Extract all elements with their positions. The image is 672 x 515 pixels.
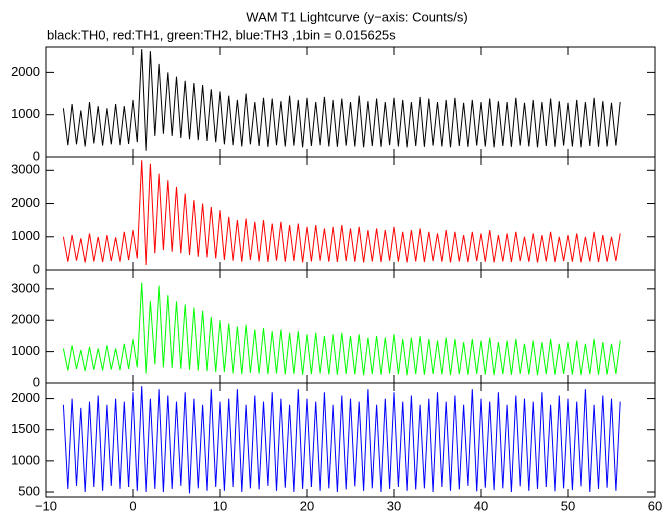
series-line xyxy=(62,160,621,266)
y-tick-label: 2000 xyxy=(11,312,40,327)
x-tick-label: 20 xyxy=(300,498,314,513)
y-tick-label: 0 xyxy=(33,374,40,389)
series-line xyxy=(62,282,621,376)
series-line xyxy=(62,386,621,494)
x-tick-label: 30 xyxy=(387,498,401,513)
y-tick-label: 0 xyxy=(33,148,40,163)
chart-subtitle: black:TH0, red:TH1, green:TH2, blue:TH3 … xyxy=(47,27,396,42)
x-tick-label: −10 xyxy=(35,498,57,513)
y-tick-label: 0 xyxy=(33,261,40,276)
y-tick-label: 500 xyxy=(18,483,40,498)
y-tick-label: 1000 xyxy=(11,106,40,121)
x-tick-label: 40 xyxy=(474,498,488,513)
y-tick-label: 1000 xyxy=(11,228,40,243)
y-tick-label: 1000 xyxy=(11,452,40,467)
y-tick-label: 2000 xyxy=(11,64,40,79)
x-tick-label: 50 xyxy=(561,498,575,513)
series-line xyxy=(62,49,621,151)
chart-title: WAM T1 Lightcurve (y−axis: Counts/s) xyxy=(246,9,467,24)
y-tick-label: 1500 xyxy=(11,421,40,436)
panel-frame xyxy=(45,382,656,498)
x-tick-label: 0 xyxy=(129,498,136,513)
y-tick-label: 2000 xyxy=(11,195,40,210)
y-tick-label: 2000 xyxy=(11,390,40,405)
y-tick-label: 3000 xyxy=(11,280,40,295)
y-tick-label: 3000 xyxy=(11,162,40,177)
x-tick-label: 60 xyxy=(648,498,662,513)
y-tick-label: 1000 xyxy=(11,343,40,358)
x-tick-label: 10 xyxy=(213,498,227,513)
